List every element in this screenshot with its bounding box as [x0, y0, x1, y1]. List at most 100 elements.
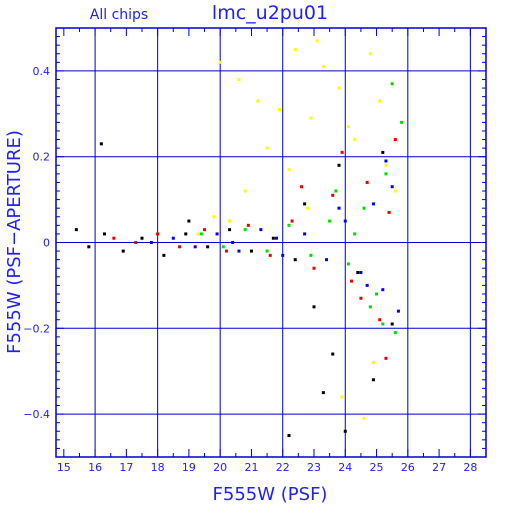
- chart-subtitle: All chips: [90, 7, 148, 23]
- yellow-point: [371, 361, 375, 365]
- x-tick-label: 27: [432, 461, 446, 474]
- red-point: [134, 241, 138, 244]
- yellow-point: [256, 99, 260, 103]
- x-tick-label: 19: [182, 461, 196, 474]
- red-point: [365, 180, 369, 184]
- black-point: [140, 236, 144, 240]
- x-tick-label: 24: [338, 461, 352, 474]
- black-point: [343, 429, 347, 433]
- green-point: [221, 245, 225, 249]
- blue-point: [381, 288, 385, 292]
- blue-point: [303, 232, 307, 236]
- yellow-point: [315, 39, 319, 43]
- green-point: [328, 219, 332, 223]
- black-point: [102, 232, 106, 236]
- blue-point: [396, 309, 400, 313]
- green-point: [393, 331, 397, 335]
- yellow-point: [309, 116, 313, 120]
- black-point: [337, 163, 341, 167]
- black-point: [228, 228, 232, 232]
- black-point: [390, 322, 394, 326]
- plot-frame: [55, 27, 487, 458]
- red-point: [156, 232, 160, 236]
- x-tick-label: 20: [213, 461, 227, 474]
- green-point: [287, 223, 291, 227]
- y-tick-label: 0.2: [33, 151, 51, 164]
- green-point: [199, 232, 203, 236]
- x-tick-label: 23: [307, 461, 321, 474]
- data-points: [74, 39, 404, 438]
- black-point: [287, 434, 291, 438]
- black-point: [271, 236, 275, 240]
- blue-point: [365, 283, 369, 287]
- black-point: [321, 391, 325, 395]
- yellow-point: [243, 189, 247, 193]
- red-point: [384, 356, 388, 360]
- y-tick-label: 0.4: [33, 65, 51, 78]
- blue-point: [231, 241, 235, 244]
- black-point: [87, 245, 91, 249]
- yellow-point: [378, 99, 382, 103]
- red-point: [387, 210, 391, 214]
- yellow-point: [278, 108, 282, 112]
- y-axis-label: F555W (PSF−APERTURE): [4, 130, 25, 354]
- x-axis-label: F555W (PSF): [213, 484, 328, 505]
- yellow-point: [293, 47, 297, 51]
- red-point: [340, 150, 344, 154]
- black-point: [121, 249, 125, 253]
- black-point: [331, 352, 335, 356]
- blue-point: [384, 159, 388, 163]
- y-tick-label: −0.4: [23, 408, 50, 421]
- green-point: [381, 322, 385, 326]
- green-point: [353, 232, 357, 236]
- black-point: [249, 249, 253, 253]
- red-point: [268, 253, 272, 257]
- yellow-point: [362, 416, 366, 420]
- grid-lines: [56, 28, 486, 457]
- yellow-point: [346, 125, 350, 129]
- yellow-point: [212, 215, 216, 219]
- blue-point: [371, 202, 375, 206]
- y-tick-label: 0: [43, 237, 50, 250]
- green-point: [309, 253, 313, 257]
- blue-point: [325, 258, 329, 262]
- red-point: [290, 219, 294, 223]
- green-point: [362, 206, 366, 210]
- x-tick-label: 22: [276, 461, 290, 474]
- black-point: [303, 202, 307, 206]
- yellow-point: [393, 189, 397, 193]
- yellow-point: [218, 60, 222, 64]
- chart-title: lmc_u2pu01: [212, 2, 328, 24]
- blue-point: [281, 253, 285, 257]
- yellow-point: [287, 168, 291, 172]
- yellow-point: [228, 219, 232, 223]
- red-point: [178, 245, 182, 249]
- blue-point: [259, 228, 263, 232]
- green-point: [384, 172, 388, 176]
- black-point: [187, 219, 191, 223]
- red-point: [203, 228, 207, 232]
- green-point: [334, 189, 338, 193]
- yellow-point: [265, 146, 269, 150]
- blue-point: [359, 271, 363, 275]
- blue-point: [215, 232, 219, 236]
- green-point: [346, 262, 350, 266]
- x-tick-label: 16: [88, 461, 102, 474]
- x-tick-label: 21: [244, 461, 258, 474]
- x-tick-label: 17: [119, 461, 133, 474]
- yellow-point: [321, 65, 325, 69]
- red-point: [350, 279, 354, 283]
- red-point: [378, 318, 382, 322]
- x-tick-label: 25: [370, 461, 384, 474]
- black-point: [293, 258, 297, 262]
- black-point: [312, 305, 316, 309]
- black-point: [356, 271, 360, 275]
- green-point: [265, 249, 269, 253]
- yellow-point: [353, 138, 357, 142]
- blue-point: [171, 236, 175, 240]
- red-point: [299, 185, 303, 189]
- red-point: [112, 236, 116, 240]
- black-point: [206, 245, 210, 249]
